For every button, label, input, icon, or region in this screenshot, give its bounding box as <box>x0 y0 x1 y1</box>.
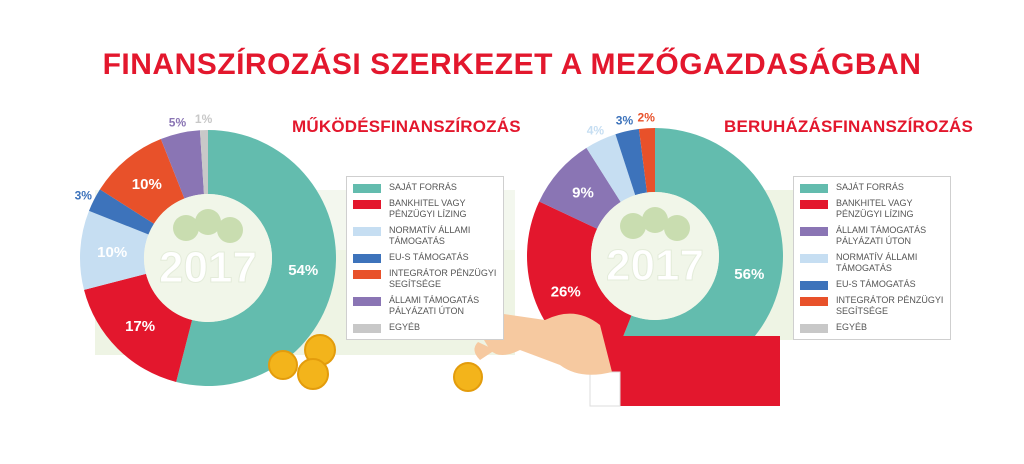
slice-integrator-penzugyi-segitsege <box>99 138 185 224</box>
slice-eu-s-tamogatas <box>88 189 154 235</box>
slice-eu-s-tamogatas <box>615 129 647 196</box>
legend-swatch <box>800 227 828 236</box>
legend-item-bankhitel-vagy-penzugyi-lizing: BANKHITEL VAGY PÉNZÜGYI LÍZING <box>800 198 944 220</box>
legend-item-integrator-penzugyi-segitsege: INTEGRÁTOR PÉNZÜGYI SEGÍTSÉGE <box>353 268 497 290</box>
legend-swatch <box>353 184 381 193</box>
legend-label: NORMATÍV ÁLLAMI TÁMOGATÁS <box>836 252 918 273</box>
slice-label-eu-s-tamogatas: 3% <box>75 188 93 202</box>
legend-item-bankhitel-vagy-penzugyi-lizing: BANKHITEL VAGY PÉNZÜGYI LÍZING <box>353 198 497 220</box>
legend-item-normativ-allami-tamogatas: NORMATÍV ÁLLAMI TÁMOGATÁS <box>353 225 497 247</box>
legend-swatch <box>800 297 828 306</box>
slice-normativ-allami-tamogatas <box>586 134 636 202</box>
slice-allami-tamogatas-palyazati-uton <box>160 130 204 199</box>
chart-title-mukodes: MŰKÖDÉSFINANSZÍROZÁS <box>292 117 521 136</box>
hand-illustration <box>453 312 780 407</box>
legend-swatch <box>353 324 381 333</box>
legend-item-allami-tamogatas-palyazati-uton: ÁLLAMI TÁMOGATÁS PÁLYÁZATI ÚTON <box>800 225 944 247</box>
center-year-label: 2017 <box>159 243 257 292</box>
legend-label: SAJÁT FORRÁS <box>836 182 904 192</box>
legend-swatch <box>800 184 828 193</box>
legend-label: BANKHITEL VAGY PÉNZÜGYI LÍZING <box>389 198 467 219</box>
slice-label-bankhitel-vagy-penzugyi-lizing: 17% <box>125 318 155 335</box>
legend-swatch <box>353 297 381 306</box>
legend-swatch <box>353 270 381 279</box>
legend-label: EGYÉB <box>836 322 868 332</box>
center-year-label: 2017 <box>606 241 704 290</box>
tree-icon <box>217 217 243 243</box>
legend-swatch <box>353 227 381 236</box>
page-title: FINANSZÍROZÁSI SZERKEZET A MEZŐGAZDASÁGB… <box>102 48 922 81</box>
legend-swatch <box>800 281 828 290</box>
tree-icon <box>195 209 221 235</box>
legend-swatch <box>353 200 381 209</box>
slice-egyeb <box>199 130 208 195</box>
slice-label-normativ-allami-tamogatas: 4% <box>587 123 605 137</box>
legend-label: INTEGRÁTOR PÉNZÜGYI SEGÍTSÉGE <box>389 268 497 289</box>
legend-label: EU-S TÁMOGATÁS <box>836 279 916 289</box>
legend-swatch <box>800 200 828 209</box>
slice-label-sajat-forras: 56% <box>734 266 764 283</box>
slice-sajat-forras <box>607 128 784 384</box>
legend-label: NORMATÍV ÁLLAMI TÁMOGATÁS <box>389 225 471 246</box>
slice-label-allami-tamogatas-palyazati-uton: 9% <box>572 185 594 202</box>
legend-label: ÁLLAMI TÁMOGATÁS PÁLYÁZATI ÚTON <box>836 225 927 246</box>
tree-icon <box>620 213 646 239</box>
slice-label-egyeb: 1% <box>195 112 213 126</box>
tree-icon <box>642 207 668 233</box>
legend-item-eu-s-tamogatas: EU-S TÁMOGATÁS <box>800 279 944 290</box>
slice-allami-tamogatas-palyazati-uton <box>539 147 621 229</box>
slice-label-integrator-penzugyi-segitsege: 2% <box>638 110 656 124</box>
legend-swatch <box>800 254 828 263</box>
slice-sajat-forras <box>176 130 336 387</box>
slice-label-eu-s-tamogatas: 3% <box>616 113 634 127</box>
legend-label: EGYÉB <box>389 322 421 332</box>
legend-item-egyeb: EGYÉB <box>353 322 497 333</box>
legend-item-normativ-allami-tamogatas: NORMATÍV ÁLLAMI TÁMOGATÁS <box>800 252 944 274</box>
slice-normativ-allami-tamogatas <box>80 210 149 290</box>
chart-title-beruhazas: BERUHÁZÁSFINANSZÍROZÁS <box>724 117 974 136</box>
legend-beruhazas: SAJÁT FORRÁS BANKHITEL VAGY PÉNZÜGYI LÍZI… <box>793 176 951 340</box>
legend-label: SAJÁT FORRÁS <box>389 182 457 192</box>
slice-label-normativ-allami-tamogatas: 10% <box>97 244 127 261</box>
legend-item-sajat-forras: SAJÁT FORRÁS <box>800 182 944 193</box>
legend-mukodes: SAJÁT FORRÁS BANKHITEL VAGY PÉNZÜGYI LÍZI… <box>346 176 504 340</box>
legend-item-egyeb: EGYÉB <box>800 322 944 333</box>
legend-label: BANKHITEL VAGY PÉNZÜGYI LÍZING <box>836 198 914 219</box>
donut-chart-mukodes: 54% 17% 10% 3% 10% 5% 1% 2017 <box>75 112 336 387</box>
slice-label-bankhitel-vagy-penzugyi-lizing: 26% <box>551 283 581 300</box>
legend-label: ÁLLAMI TÁMOGATÁS PÁLYÁZATI ÚTON <box>389 295 480 316</box>
legend-label: INTEGRÁTOR PÉNZÜGYI SEGÍTSÉGE <box>836 295 944 316</box>
slice-label-sajat-forras: 54% <box>288 262 318 279</box>
legend-item-eu-s-tamogatas: EU-S TÁMOGATÁS <box>353 252 497 263</box>
legend-swatch <box>353 254 381 263</box>
legend-item-allami-tamogatas-palyazati-uton: ÁLLAMI TÁMOGATÁS PÁLYÁZATI ÚTON <box>353 295 497 317</box>
slice-label-integrator-penzugyi-segitsege: 10% <box>132 176 162 193</box>
slice-bankhitel-vagy-penzugyi-lizing <box>84 273 193 382</box>
legend-label: EU-S TÁMOGATÁS <box>389 252 469 262</box>
legend-item-integrator-penzugyi-segitsege: INTEGRÁTOR PÉNZÜGYI SEGÍTSÉGE <box>800 295 944 317</box>
legend-swatch <box>800 324 828 333</box>
tree-icon <box>173 215 199 241</box>
coins-illustration <box>268 334 336 390</box>
tree-icon <box>664 215 690 241</box>
legend-item-sajat-forras: SAJÁT FORRÁS <box>353 182 497 193</box>
slice-integrator-penzugyi-segitsege <box>638 128 655 193</box>
slice-label-allami-tamogatas-palyazati-uton: 5% <box>169 115 187 129</box>
